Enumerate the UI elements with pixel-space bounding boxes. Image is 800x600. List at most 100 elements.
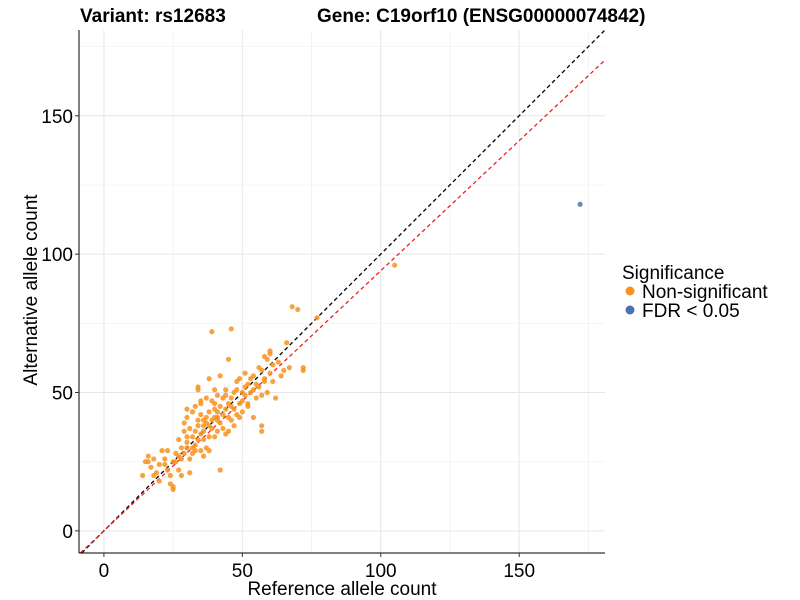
point-non-significant — [239, 398, 245, 404]
x-tick-label: 100 — [365, 561, 397, 582]
point-non-significant — [270, 378, 276, 385]
point-non-significant — [300, 364, 306, 371]
point-non-significant — [289, 304, 295, 310]
point-non-significant — [200, 453, 207, 459]
point-non-significant — [261, 378, 268, 385]
x-tick-label: 50 — [232, 561, 253, 582]
point-non-significant — [184, 434, 190, 440]
point-non-significant — [217, 420, 223, 426]
point-non-significant — [286, 364, 292, 371]
y-tick-label: 50 — [52, 384, 73, 405]
point-non-significant — [176, 467, 182, 473]
point-non-significant — [181, 450, 187, 456]
point-non-significant — [281, 367, 287, 373]
point-non-significant — [264, 389, 270, 396]
point-non-significant — [200, 436, 207, 443]
point-non-significant — [245, 400, 251, 407]
point-non-significant — [314, 315, 320, 321]
y-tick-label: 100 — [41, 245, 73, 266]
point-non-significant — [170, 486, 176, 492]
point-non-significant — [145, 459, 151, 465]
point-non-significant — [212, 400, 218, 407]
point-non-significant — [148, 464, 154, 470]
point-non-significant — [234, 387, 240, 393]
y-tick-label: 0 — [62, 522, 73, 543]
point-non-significant — [278, 373, 284, 379]
point-non-significant — [195, 387, 201, 393]
point-non-significant — [270, 362, 276, 368]
point-non-significant — [214, 409, 221, 415]
point-non-significant — [189, 434, 196, 440]
point-non-significant — [156, 478, 162, 484]
point-non-significant — [225, 428, 232, 434]
point-non-significant — [181, 428, 187, 434]
point-non-significant — [212, 387, 218, 393]
point-non-significant — [295, 306, 301, 313]
point-non-significant — [217, 373, 223, 379]
point-non-significant — [217, 403, 223, 409]
legend-label-non-significant: Non-significant — [642, 282, 768, 303]
point-non-significant — [206, 448, 212, 454]
point-non-significant — [187, 456, 193, 462]
point-non-significant — [228, 395, 234, 401]
point-non-significant — [184, 439, 190, 445]
point-non-significant — [267, 351, 273, 357]
point-non-significant — [259, 423, 265, 429]
point-non-significant — [195, 436, 201, 443]
point-non-significant — [214, 428, 221, 434]
x-tick-label: 0 — [99, 561, 110, 582]
point-non-significant — [203, 414, 209, 421]
point-non-significant — [162, 461, 168, 468]
x-axis-title: Reference allele count — [247, 579, 437, 600]
point-non-significant — [214, 414, 221, 421]
point-non-significant — [184, 445, 190, 451]
point-non-significant — [245, 381, 251, 387]
legend-swatch-non-significant — [625, 286, 635, 296]
point-non-significant — [203, 395, 209, 401]
legend-title: Significance — [622, 263, 724, 284]
point-non-significant — [239, 409, 245, 415]
point-non-significant — [223, 387, 229, 393]
point-non-significant — [184, 406, 190, 412]
point-non-significant — [198, 400, 204, 407]
point-non-significant — [181, 420, 187, 426]
point-non-significant — [223, 406, 229, 412]
point-non-significant — [164, 448, 171, 454]
point-non-significant — [214, 392, 221, 398]
point-non-significant — [195, 423, 201, 429]
point-non-significant — [192, 428, 198, 434]
point-non-significant — [209, 329, 215, 335]
point-non-significant — [259, 392, 265, 398]
point-non-significant — [192, 448, 198, 454]
point-non-significant — [206, 409, 212, 415]
point-non-significant — [259, 428, 265, 434]
point-non-significant — [253, 395, 259, 401]
point-non-significant — [187, 425, 193, 432]
y-axis-title: Alternative allele count — [21, 194, 42, 386]
point-non-significant — [159, 448, 165, 454]
point-non-significant — [236, 414, 243, 421]
point-non-significant — [228, 417, 234, 423]
point-non-significant — [189, 409, 196, 415]
point-non-significant — [212, 434, 218, 440]
point-non-significant — [250, 387, 257, 393]
point-non-significant — [178, 445, 185, 451]
point-non-significant — [162, 456, 168, 462]
point-non-significant — [392, 262, 398, 268]
point-non-significant — [236, 376, 243, 382]
point-non-significant — [250, 373, 257, 379]
point-non-significant — [173, 459, 179, 465]
point-non-significant — [178, 472, 185, 479]
point-non-significant — [206, 376, 212, 382]
x-tick-label: 150 — [503, 561, 535, 582]
point-non-significant — [264, 356, 270, 362]
point-non-significant — [200, 428, 207, 434]
point-non-significant — [231, 406, 237, 412]
point-non-significant — [223, 392, 229, 398]
point-non-significant — [256, 384, 262, 390]
point-non-significant — [187, 470, 193, 476]
point-non-significant — [145, 453, 151, 459]
point-non-significant — [164, 467, 171, 473]
y-tick-label: 150 — [41, 107, 73, 128]
